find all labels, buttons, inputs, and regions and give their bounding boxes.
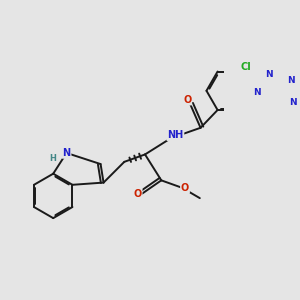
Text: O: O (183, 95, 191, 105)
Text: N: N (289, 98, 297, 107)
Text: O: O (181, 183, 189, 193)
Text: H: H (49, 154, 56, 163)
Text: N: N (62, 148, 70, 158)
Text: N: N (253, 88, 261, 98)
Text: NH: NH (167, 130, 184, 140)
Text: Cl: Cl (240, 62, 251, 72)
Text: N: N (287, 76, 295, 85)
Text: O: O (134, 189, 142, 199)
Text: N: N (265, 70, 273, 79)
